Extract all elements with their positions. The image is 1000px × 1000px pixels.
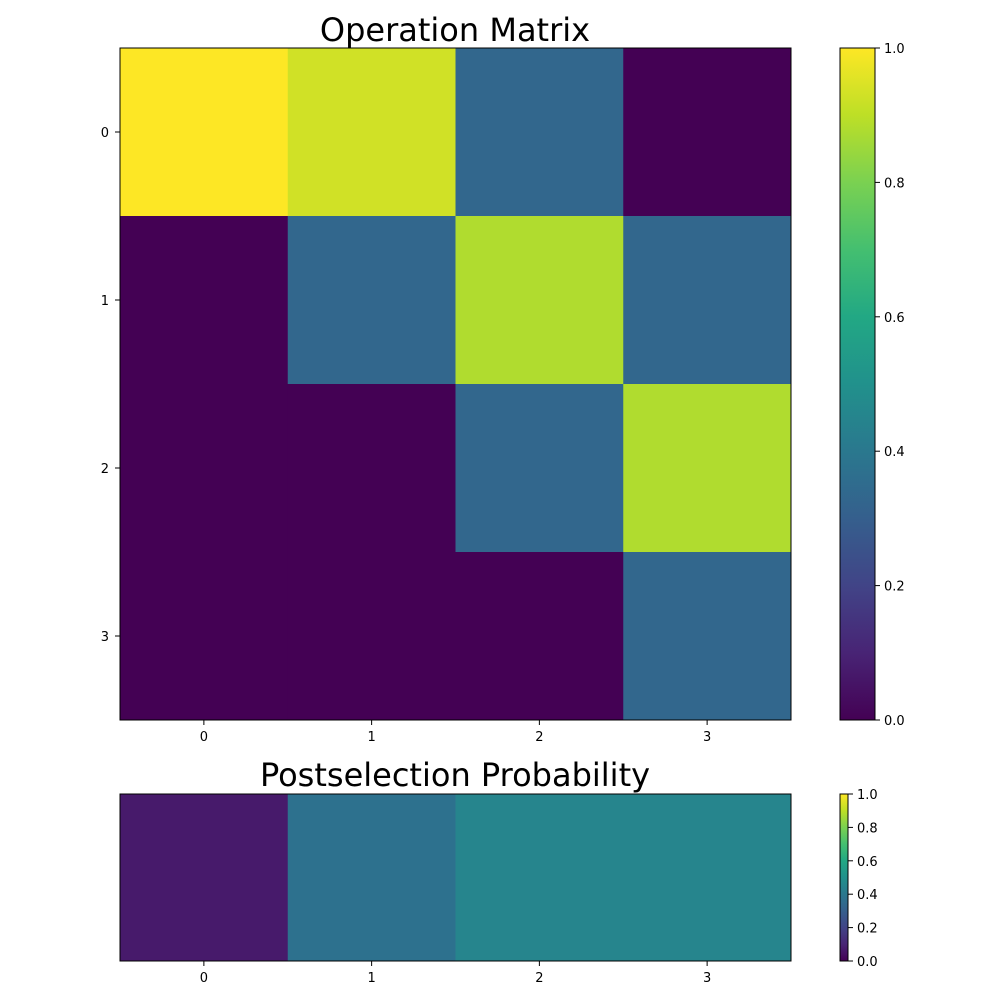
postselection-probability-x-tick-label-0: 0 [200, 971, 208, 986]
operation-matrix-colorbar-tick-label-1: 0.2 [884, 580, 905, 595]
postselection-probability-colorbar-tick-label-1: 0.2 [857, 922, 878, 937]
operation-matrix-y-tick-label-2: 2 [101, 462, 109, 477]
operation-matrix-ticks: 0 1 2 3 0 1 2 3 [101, 126, 712, 745]
operation-matrix-cell-0-3 [623, 48, 792, 217]
postselection-probability-cell-0-0 [120, 794, 289, 962]
postselection-probability-x-tick-label-1: 1 [367, 971, 375, 986]
operation-matrix-y-tick-label-0: 0 [101, 126, 109, 141]
postselection-probability-x-tick-label-3: 3 [703, 971, 711, 986]
operation-matrix-colorbar-tick-label-2: 0.4 [884, 445, 905, 460]
operation-matrix-cell-2-3 [623, 384, 792, 553]
postselection-probability-colorbar-tick-label-3: 0.6 [857, 855, 878, 870]
operation-matrix-cells [120, 48, 792, 721]
operation-matrix-cell-2-2 [455, 384, 624, 553]
postselection-probability-colorbar-tick-label-2: 0.4 [857, 888, 878, 903]
postselection-probability-colorbar-tick-label-5: 1.0 [857, 788, 878, 803]
postselection-probability-cell-0-3 [623, 794, 792, 962]
operation-matrix-colorbar-tick-label-5: 1.0 [884, 42, 905, 57]
postselection-probability-colorbar-gradient [839, 793, 849, 962]
operation-matrix-cell-1-2 [455, 216, 624, 385]
operation-matrix-y-tick-label-1: 1 [101, 294, 109, 309]
postselection-probability-x-tick-label-2: 2 [535, 971, 543, 986]
operation-matrix-colorbar-tick-label-3: 0.6 [884, 311, 905, 326]
operation-matrix-colorbar-tick-label-4: 0.8 [884, 176, 905, 191]
operation-matrix-frame [119, 47, 792, 721]
operation-matrix-cell-3-3 [623, 552, 792, 721]
operation-matrix-x-tick-label-3: 3 [703, 730, 711, 745]
operation-matrix-cell-0-0 [120, 48, 289, 217]
operation-matrix-cell-1-1 [287, 216, 456, 385]
operation-matrix-cell-2-1 [287, 384, 456, 553]
operation-matrix-cell-1-0 [120, 216, 289, 385]
postselection-probability-colorbar-tick-label-4: 0.8 [857, 821, 878, 836]
operation-matrix-cell-3-2 [455, 552, 624, 721]
postselection-probability-colorbar: 0.0 0.2 0.4 0.6 0.8 1.0 [839, 788, 878, 970]
operation-matrix-cell-3-1 [287, 552, 456, 721]
operation-matrix-colorbar-tick-label-0: 0.0 [884, 714, 905, 729]
postselection-probability-ticks: 0 1 2 3 [200, 961, 711, 986]
operation-matrix-colorbar: 0.0 0.2 0.4 0.6 0.8 1.0 [839, 42, 905, 729]
operation-matrix-colorbar-ticks: 0.0 0.2 0.4 0.6 0.8 1.0 [875, 42, 905, 729]
operation-matrix-cell-0-2 [455, 48, 624, 217]
postselection-probability-colorbar-tick-label-0: 0.0 [857, 955, 878, 970]
postselection-probability-colorbar-ticks: 0.0 0.2 0.4 0.6 0.8 1.0 [848, 788, 878, 970]
postselection-probability-cells [120, 794, 792, 962]
operation-matrix-x-tick-label-0: 0 [200, 730, 208, 745]
operation-matrix-cell-2-0 [120, 384, 289, 553]
postselection-probability-chart: Postselection Probability 0 1 2 3 0.0 0.2 0.4… [119, 756, 878, 986]
operation-matrix-title: Operation Matrix [320, 11, 590, 49]
operation-matrix-cell-0-1 [287, 48, 456, 217]
operation-matrix-cell-3-0 [120, 552, 289, 721]
postselection-probability-cell-0-2 [455, 794, 624, 962]
operation-matrix-x-tick-label-2: 2 [535, 730, 543, 745]
postselection-probability-title: Postselection Probability [260, 756, 650, 794]
operation-matrix-y-tick-label-3: 3 [101, 630, 109, 645]
operation-matrix-colorbar-gradient [839, 47, 876, 721]
postselection-probability-frame [119, 793, 792, 962]
operation-matrix-cell-1-3 [623, 216, 792, 385]
postselection-probability-cell-0-1 [287, 794, 456, 962]
operation-matrix-x-tick-label-1: 1 [367, 730, 375, 745]
